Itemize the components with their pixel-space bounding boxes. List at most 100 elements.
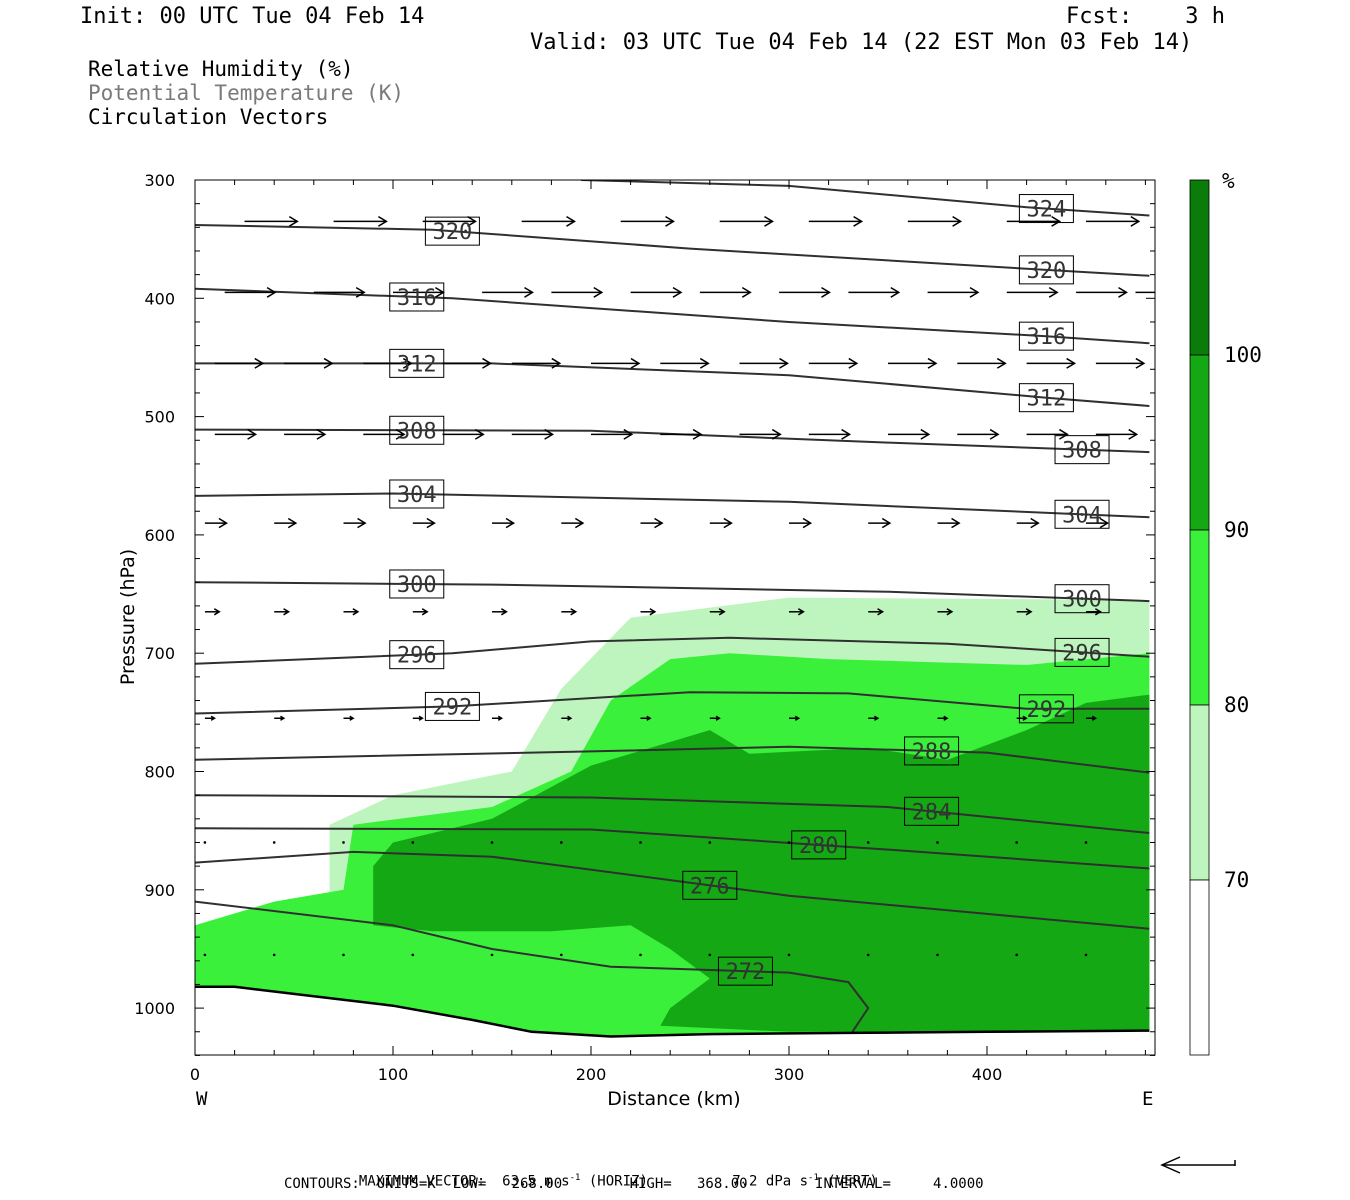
vector-head (1066, 357, 1077, 369)
contour-label: 312 (1027, 387, 1067, 412)
y-tick-label: 400 (144, 289, 175, 308)
legend-vectors: Circulation Vectors (88, 105, 329, 129)
vector-dot (1015, 841, 1018, 844)
vector-head (524, 286, 534, 298)
y-tick-label: 700 (144, 644, 175, 663)
vector-head (1030, 517, 1040, 529)
contour-label: 320 (1027, 259, 1067, 284)
contour-label-box (717, 956, 773, 986)
vector-head (630, 357, 641, 369)
vector-head (1091, 715, 1098, 721)
vector-head (1118, 286, 1128, 298)
contour-label: 272 (726, 960, 766, 985)
contour-label-box (389, 415, 445, 445)
contour-label-box (1018, 255, 1074, 285)
vector-head (951, 517, 961, 529)
vector-head (1178, 288, 1186, 298)
vector-head (593, 286, 604, 298)
vector-head (699, 357, 710, 369)
vector-head (500, 608, 508, 616)
contour-label: 324 (1027, 198, 1067, 223)
theta-contour-324 (581, 180, 1150, 217)
vector-head (352, 608, 360, 616)
vector-dot (272, 841, 276, 844)
vector-dot (936, 953, 939, 957)
colorbar-tick-label: 80 (1224, 693, 1249, 717)
max-vert-exponent: -1 (808, 1173, 819, 1183)
colorbar-tick-label: 90 (1224, 518, 1249, 542)
vector-head (467, 215, 477, 227)
x-tick-label: 400 (972, 1065, 1003, 1084)
vector-dot (787, 841, 791, 844)
vector-head (247, 428, 258, 440)
contour-label-box (424, 691, 480, 721)
vert-tag: (VERT) (827, 1173, 878, 1190)
vector-head (316, 428, 327, 440)
vector-head (943, 715, 949, 721)
contour-label-box (1018, 194, 1074, 224)
colorbar-segment (1189, 704, 1210, 881)
vector-head (355, 286, 366, 298)
contour-label-box (682, 870, 738, 900)
vector-head (1059, 428, 1069, 440)
vector-head (946, 608, 954, 616)
x-tick-label: 300 (774, 1065, 805, 1084)
colorbar-segment (1189, 529, 1210, 706)
vector-head (280, 715, 286, 721)
theta-contour-300 (195, 581, 1150, 603)
init-time: Init: 00 UTC Tue 04 Feb 14 (80, 4, 425, 29)
rh-band-90-100 (373, 694, 1150, 1032)
vector-head (1051, 215, 1062, 227)
contour-label-box (424, 216, 480, 246)
vector-head (402, 357, 413, 369)
valid-time: Valid: 03 UTC Tue 04 Feb 14 (22 EST Mon … (530, 30, 1193, 55)
vector-head (890, 286, 901, 298)
contour-label-box (1054, 499, 1110, 529)
theta-contour-284 (195, 794, 1150, 834)
vector-dot (639, 953, 642, 957)
x-tick-label: 0 (190, 1065, 200, 1084)
vector-head (927, 357, 938, 369)
vector-head (474, 428, 485, 440)
vector-head (881, 517, 892, 529)
vector-head (1128, 428, 1139, 440)
vector-head (1130, 215, 1141, 227)
contour-label: 320 (433, 220, 473, 245)
colorbar-tick-label: 70 (1224, 868, 1249, 892)
vector-dot (1084, 953, 1088, 957)
y-tick-label: 800 (144, 763, 175, 782)
contour-label-box (1054, 584, 1110, 614)
vector-head (213, 608, 221, 616)
max-vert-value: 7.2 dPa s (732, 1173, 809, 1190)
vector-head (989, 428, 1000, 440)
contour-label: 316 (1027, 325, 1067, 350)
contour-label: 304 (1062, 503, 1102, 528)
max-horiz-value: 63.5 m s (502, 1173, 570, 1190)
contour-label-box (389, 569, 445, 599)
x-tick-label: 100 (378, 1065, 409, 1084)
vector-head (497, 715, 504, 721)
x-axis-title: Distance (km) (607, 1088, 740, 1110)
west-label: W (196, 1088, 208, 1110)
vector-dot (272, 953, 276, 957)
vector-head (841, 428, 852, 440)
contour-label-box (904, 736, 960, 766)
vector-head (426, 517, 436, 529)
vector-head (764, 215, 774, 227)
theta-contour-272 (195, 900, 870, 1033)
theta-contour-304 (195, 492, 1150, 519)
vector-head (848, 357, 859, 369)
vector-head (874, 715, 880, 721)
legend-theta: Potential Temperature (K) (88, 81, 405, 105)
vector-head (418, 715, 424, 721)
vector-head (672, 286, 683, 298)
vector-head (505, 517, 516, 529)
vector-head (649, 608, 657, 616)
vector-head (288, 215, 299, 227)
colorbar-segment (1189, 879, 1210, 1056)
contour-label-box (1054, 435, 1110, 465)
contour-label-box (1018, 383, 1074, 413)
vector-dot (708, 841, 712, 844)
vector-dot (411, 953, 415, 957)
